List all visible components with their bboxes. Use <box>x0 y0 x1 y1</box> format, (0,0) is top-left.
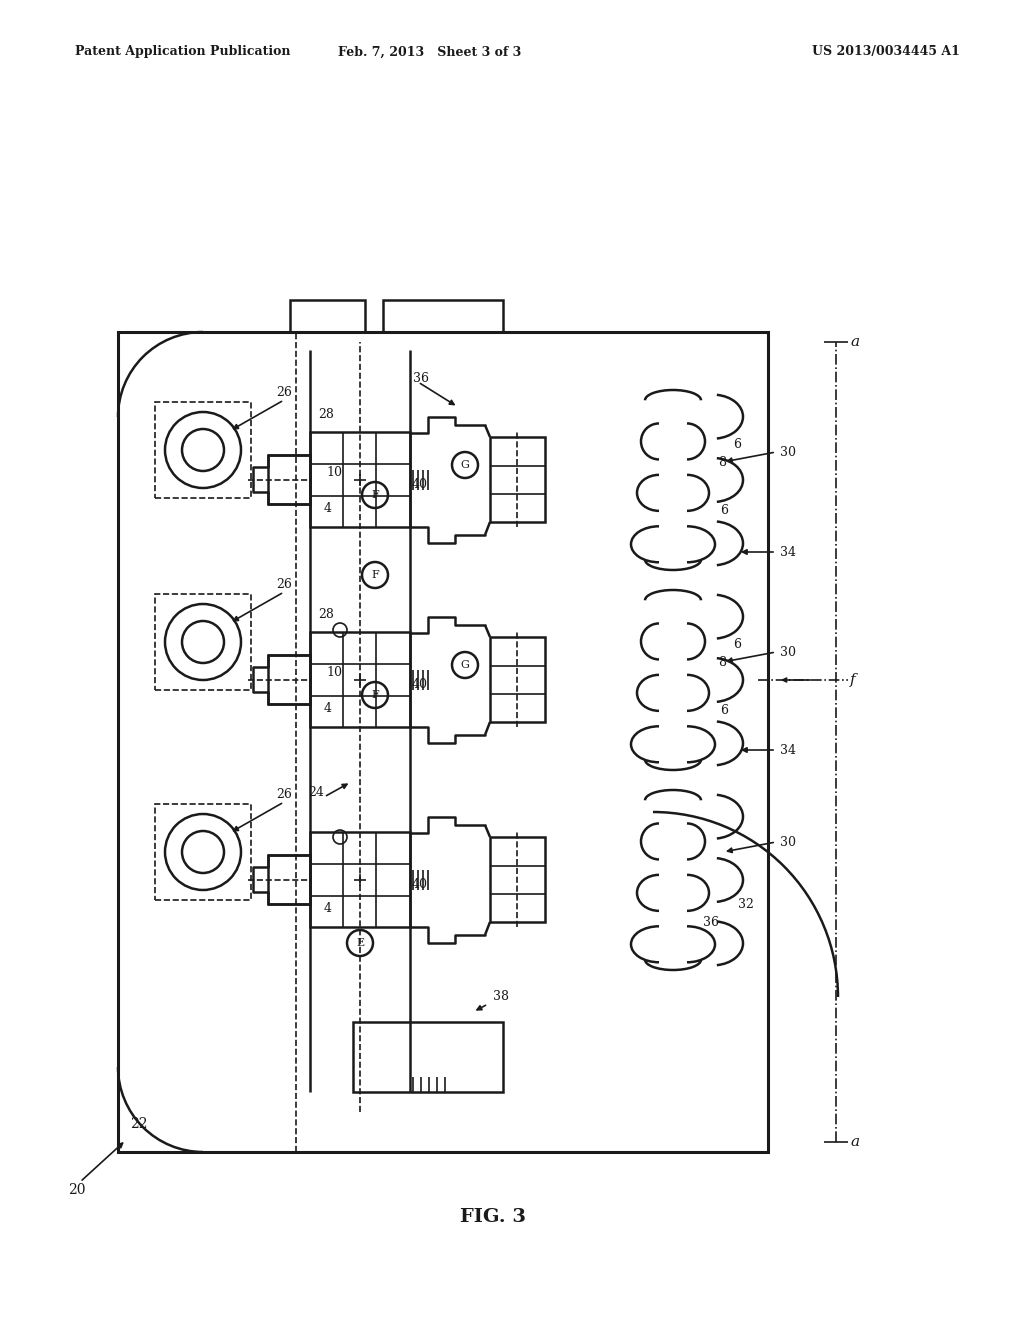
Text: 8: 8 <box>718 455 726 469</box>
Bar <box>490 638 545 722</box>
Text: 4: 4 <box>324 903 332 916</box>
Bar <box>268 655 310 704</box>
Text: 38: 38 <box>493 990 509 1003</box>
Bar <box>310 632 410 727</box>
Bar <box>490 837 545 921</box>
Text: a: a <box>850 335 859 348</box>
Text: 30: 30 <box>780 446 796 458</box>
Text: 6: 6 <box>733 438 741 451</box>
Text: 10: 10 <box>326 665 342 678</box>
Text: F: F <box>371 490 379 500</box>
Text: 26: 26 <box>276 578 292 590</box>
Text: 36: 36 <box>703 916 719 928</box>
Text: 34: 34 <box>780 743 796 756</box>
Bar <box>155 403 251 498</box>
Bar <box>490 437 545 521</box>
Text: 30: 30 <box>780 645 796 659</box>
Text: a: a <box>850 1135 859 1148</box>
Circle shape <box>362 562 388 587</box>
Text: US 2013/0034445 A1: US 2013/0034445 A1 <box>812 45 961 58</box>
Text: F: F <box>371 690 379 700</box>
Text: 26: 26 <box>276 385 292 399</box>
Bar <box>290 300 365 333</box>
Bar <box>310 432 410 527</box>
Text: f: f <box>850 673 856 686</box>
Text: E: E <box>356 939 365 948</box>
Bar <box>155 804 251 900</box>
Text: FIG. 3: FIG. 3 <box>460 1208 526 1226</box>
Text: 40: 40 <box>412 678 428 692</box>
Text: 40: 40 <box>412 879 428 891</box>
Text: 6: 6 <box>720 704 728 717</box>
Bar <box>155 594 251 690</box>
Text: Patent Application Publication: Patent Application Publication <box>75 45 291 58</box>
Text: 36: 36 <box>413 371 429 384</box>
Circle shape <box>452 451 478 478</box>
Circle shape <box>362 482 388 508</box>
Text: 6: 6 <box>720 503 728 516</box>
Circle shape <box>362 682 388 708</box>
Text: Feb. 7, 2013   Sheet 3 of 3: Feb. 7, 2013 Sheet 3 of 3 <box>338 45 521 58</box>
Bar <box>383 300 503 333</box>
Text: 6: 6 <box>733 639 741 652</box>
Text: 24: 24 <box>308 785 324 799</box>
Text: 8: 8 <box>718 656 726 668</box>
Text: G: G <box>461 660 469 671</box>
Text: 28: 28 <box>318 408 334 421</box>
Circle shape <box>452 652 478 678</box>
Bar <box>310 832 410 927</box>
Bar <box>353 1022 503 1092</box>
Text: G: G <box>461 459 469 470</box>
Text: 22: 22 <box>130 1117 147 1131</box>
Text: 34: 34 <box>780 545 796 558</box>
Text: F: F <box>371 570 379 579</box>
Text: 4: 4 <box>324 702 332 715</box>
Text: 26: 26 <box>276 788 292 800</box>
Bar <box>268 855 310 904</box>
Text: 28: 28 <box>318 609 334 622</box>
Bar <box>268 455 310 504</box>
Circle shape <box>347 931 373 956</box>
Text: 32: 32 <box>738 898 754 911</box>
Text: 10: 10 <box>326 466 342 479</box>
Bar <box>118 333 768 1152</box>
Text: 4: 4 <box>324 503 332 516</box>
Text: 30: 30 <box>780 836 796 849</box>
Text: 40: 40 <box>412 479 428 491</box>
Text: 20: 20 <box>68 1183 85 1197</box>
